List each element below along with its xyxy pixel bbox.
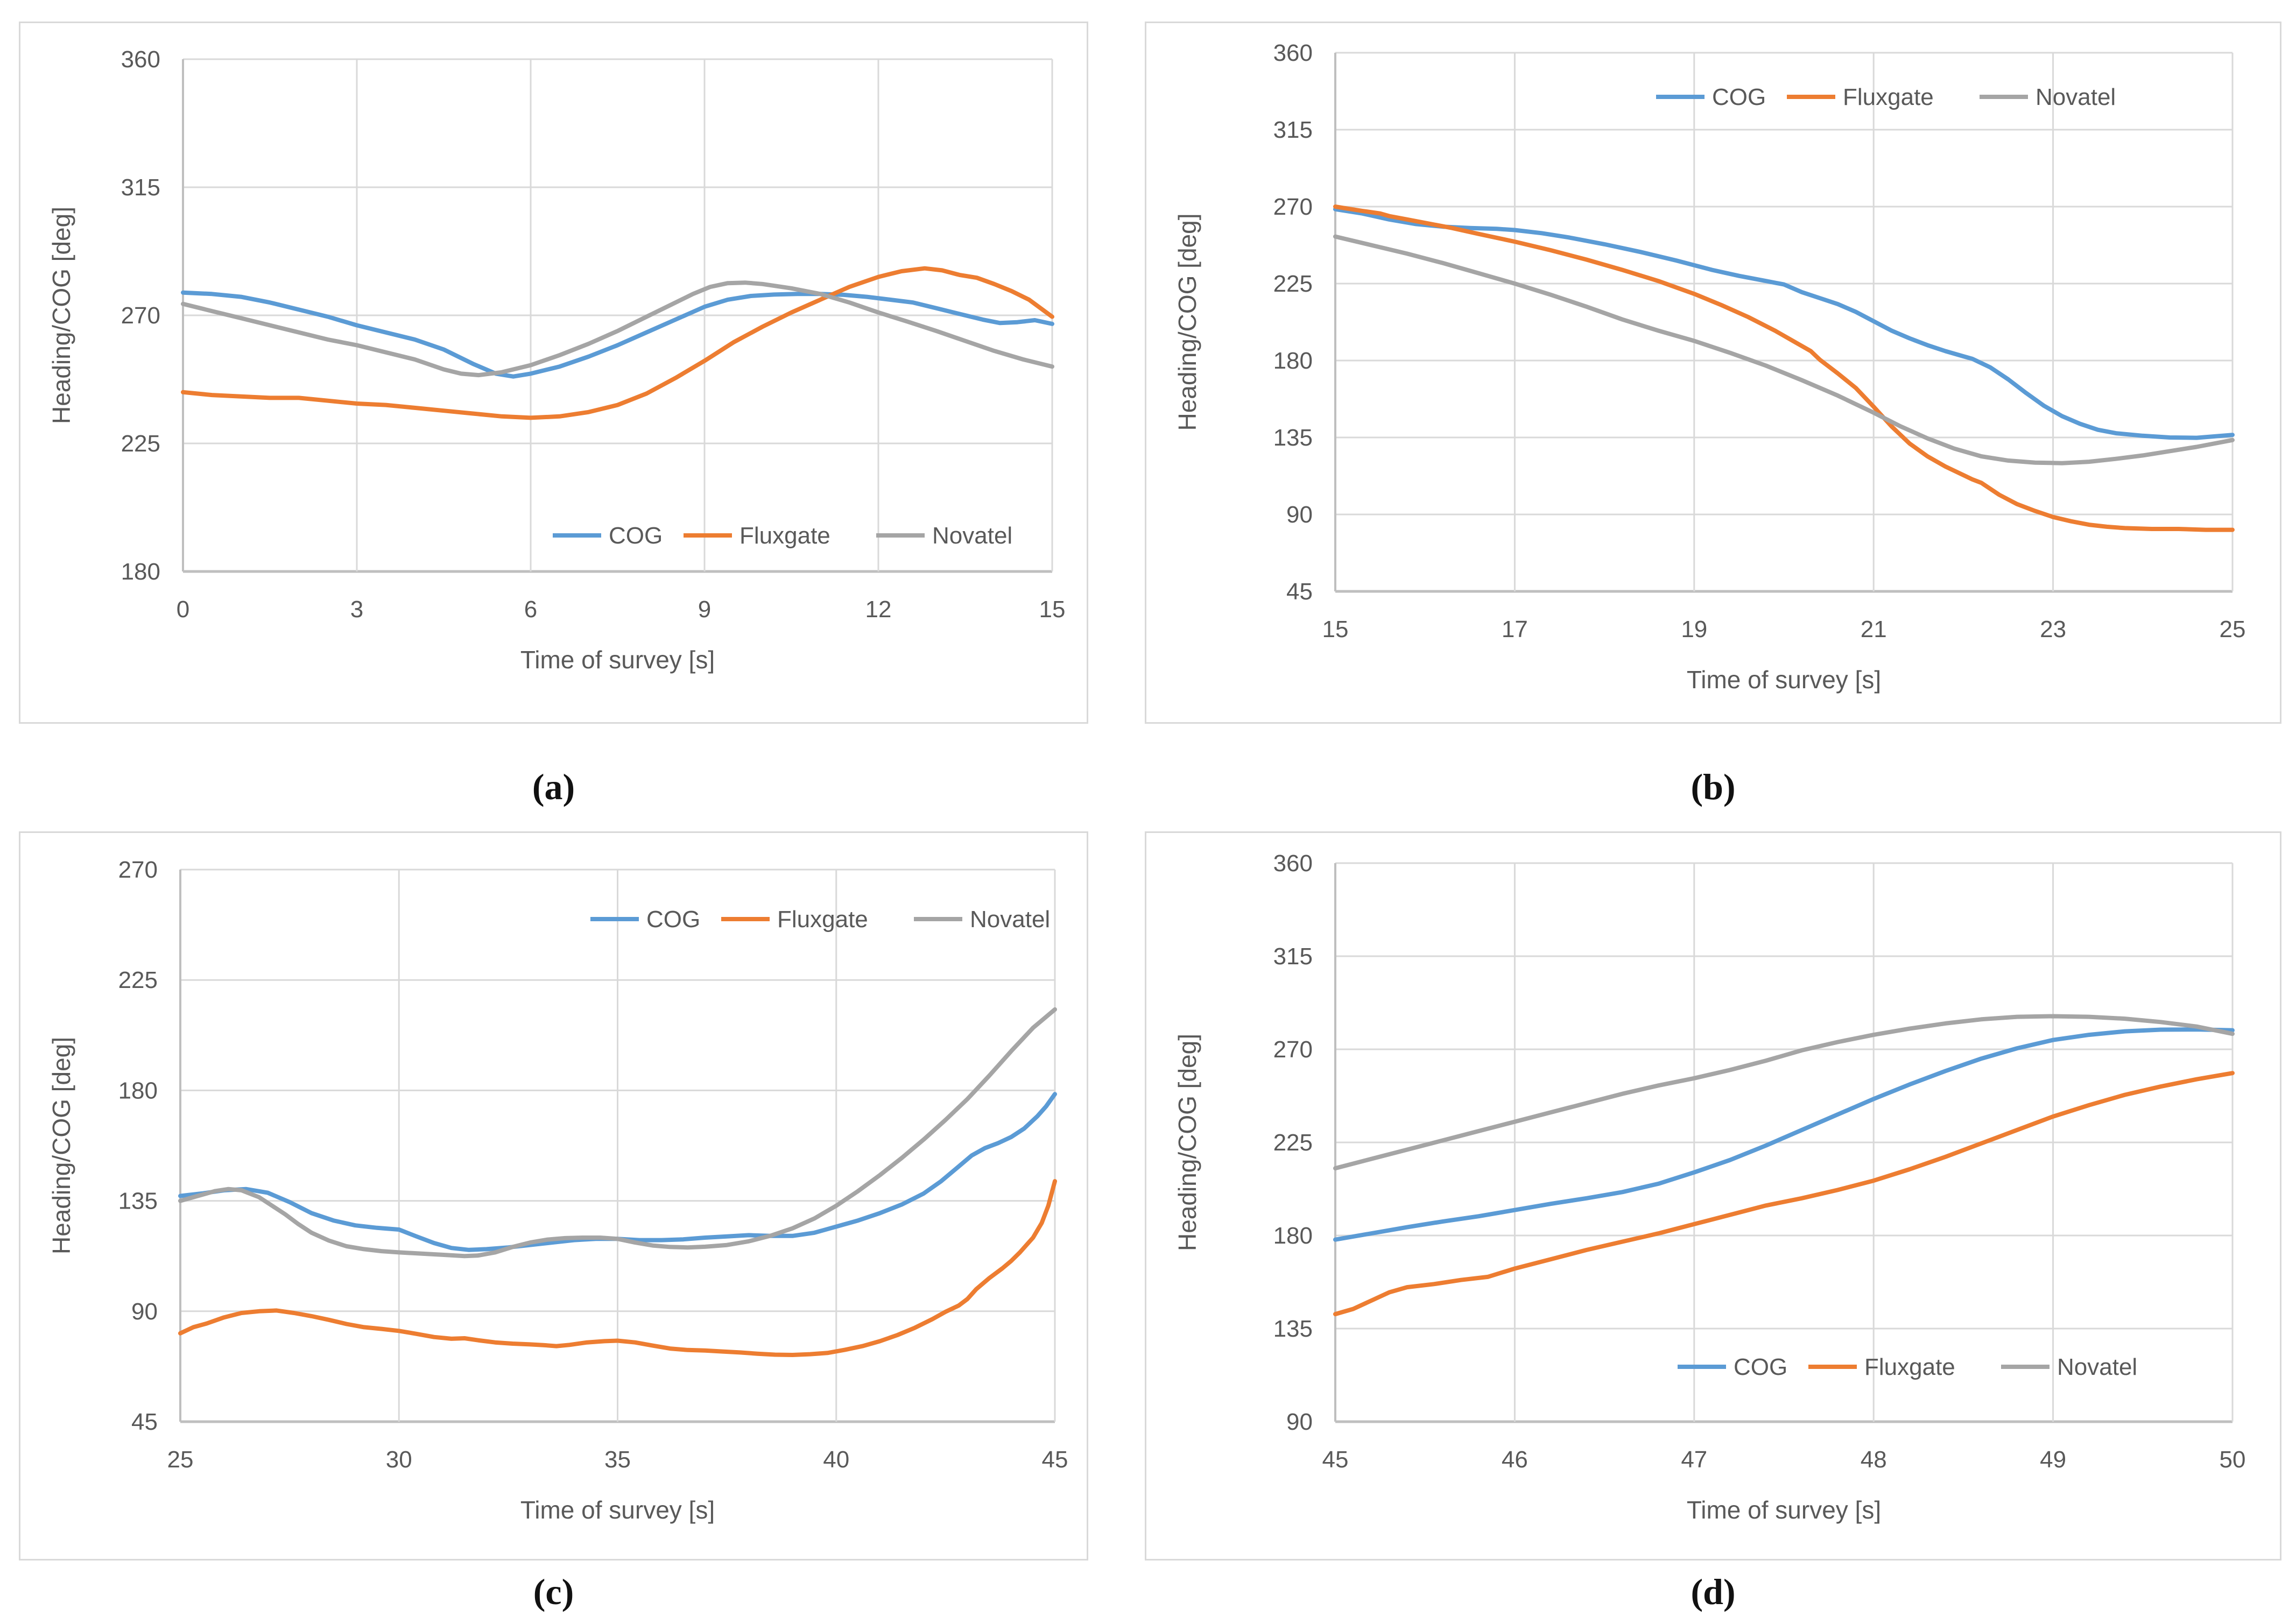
x-tick-label: 19 bbox=[1681, 616, 1707, 642]
x-tick-label: 0 bbox=[177, 596, 189, 623]
y-tick-label: 225 bbox=[1273, 271, 1313, 297]
x-tick-label: 6 bbox=[524, 596, 537, 623]
series-line-cog bbox=[1333, 207, 2235, 440]
legend-label-novatel: Novatel bbox=[932, 522, 1012, 549]
series-line-cog bbox=[178, 1092, 1057, 1252]
y-tick-label: 135 bbox=[118, 1188, 158, 1215]
y-tick-label: 360 bbox=[1273, 850, 1313, 877]
x-tick-label: 9 bbox=[698, 596, 711, 623]
y-tick-label: 315 bbox=[1273, 943, 1313, 970]
chart-panel-b: 45 90 135 180 225 270 315 360 15 17 19 21 23 25 COG Flu… bbox=[1145, 22, 2281, 724]
legend-label-novatel: Novatel bbox=[2057, 1354, 2137, 1380]
y-tick-label: 180 bbox=[1273, 348, 1313, 374]
caption-c: (c) bbox=[533, 1571, 574, 1612]
caption-a: (a) bbox=[532, 766, 575, 807]
caption-b: (b) bbox=[1691, 766, 1736, 807]
chart-a-svg: 180 225 270 315 360 0 3 6 9 12 15 COG Fluxgate Novate… bbox=[47, 46, 1066, 674]
x-tick-label: 25 bbox=[2220, 616, 2246, 642]
x-tick-label: 45 bbox=[1042, 1446, 1068, 1473]
y-tick-label: 180 bbox=[121, 559, 160, 585]
y-tick-label: 225 bbox=[121, 430, 160, 457]
y-tick-label: 270 bbox=[118, 857, 158, 883]
y-tick-label: 135 bbox=[1273, 425, 1313, 451]
series-line-fluxgate bbox=[181, 266, 1054, 420]
x-axis-title: Time of survey [s] bbox=[1687, 1496, 1881, 1524]
legend-label-fluxgate: Fluxgate bbox=[777, 906, 868, 933]
x-tick-label: 48 bbox=[1861, 1446, 1887, 1473]
x-tick-label: 46 bbox=[1502, 1446, 1528, 1473]
y-tick-label: 270 bbox=[121, 302, 160, 329]
x-tick-label: 23 bbox=[2040, 616, 2066, 642]
x-tick-label: 40 bbox=[823, 1446, 849, 1473]
x-tick-label: 47 bbox=[1681, 1446, 1707, 1473]
series-line-fluxgate bbox=[1333, 204, 2235, 532]
y-tick-label: 270 bbox=[1273, 194, 1313, 220]
y-axis-title: Heading/COG [deg] bbox=[47, 207, 75, 424]
legend-label-fluxgate: Fluxgate bbox=[1864, 1354, 1955, 1380]
legend-label-cog: COG bbox=[609, 522, 663, 549]
x-tick-label: 21 bbox=[1861, 616, 1887, 642]
legend-label-cog: COG bbox=[1712, 84, 1766, 110]
y-tick-label: 90 bbox=[1286, 1409, 1313, 1435]
x-tick-label: 50 bbox=[2220, 1446, 2246, 1473]
y-tick-label: 90 bbox=[131, 1298, 158, 1325]
x-tick-label: 15 bbox=[1039, 596, 1066, 623]
chart-b-svg: 45 90 135 180 225 270 315 360 15 17 19 21 23 25 COG Flu… bbox=[1173, 40, 2246, 694]
x-tick-label: 3 bbox=[350, 596, 363, 623]
x-tick-label: 35 bbox=[604, 1446, 631, 1473]
y-tick-label: 180 bbox=[118, 1077, 158, 1104]
legend-label-novatel: Novatel bbox=[2036, 84, 2116, 110]
x-axis-title: Time of survey [s] bbox=[1687, 666, 1881, 694]
legend-label-novatel: Novatel bbox=[970, 906, 1050, 933]
x-tick-label: 49 bbox=[2040, 1446, 2066, 1473]
y-tick-label: 270 bbox=[1273, 1036, 1313, 1063]
series-line-fluxgate bbox=[178, 1179, 1057, 1357]
y-axis-title: Heading/COG [deg] bbox=[1173, 1034, 1201, 1251]
y-tick-label: 135 bbox=[1273, 1316, 1313, 1342]
chart-panel-a: 180 225 270 315 360 0 3 6 9 12 15 COG Fluxgate Novate… bbox=[19, 22, 1088, 724]
x-tick-label: 15 bbox=[1322, 616, 1349, 642]
legend-label-cog: COG bbox=[1734, 1354, 1787, 1380]
chart-d-svg: 90 135 180 225 270 315 360 45 46 47 48 49 50 COG Fluxg… bbox=[1173, 850, 2246, 1524]
x-tick-label: 45 bbox=[1322, 1446, 1349, 1473]
x-tick-label: 25 bbox=[167, 1446, 194, 1473]
y-tick-label: 45 bbox=[1286, 578, 1313, 605]
y-tick-label: 360 bbox=[1273, 40, 1313, 66]
x-tick-label: 17 bbox=[1502, 616, 1528, 642]
x-tick-label: 12 bbox=[865, 596, 892, 623]
y-tick-label: 315 bbox=[1273, 117, 1313, 143]
series-line-novatel bbox=[181, 280, 1054, 378]
y-tick-label: 315 bbox=[121, 174, 160, 201]
series-line-cog bbox=[1333, 1027, 2235, 1242]
legend-label-fluxgate: Fluxgate bbox=[739, 522, 830, 549]
y-axis-title: Heading/COG [deg] bbox=[1173, 213, 1201, 430]
y-tick-label: 45 bbox=[131, 1409, 158, 1435]
series-line-novatel bbox=[178, 1007, 1057, 1259]
series-line-fluxgate bbox=[1333, 1071, 2235, 1317]
x-tick-label: 30 bbox=[386, 1446, 412, 1473]
y-tick-label: 90 bbox=[1286, 502, 1313, 528]
y-axis-title: Heading/COG [deg] bbox=[47, 1037, 75, 1254]
legend-label-fluxgate: Fluxgate bbox=[1843, 84, 1934, 110]
y-tick-label: 180 bbox=[1273, 1223, 1313, 1249]
y-tick-label: 225 bbox=[118, 967, 158, 993]
x-axis-title: Time of survey [s] bbox=[520, 646, 715, 674]
y-tick-label: 225 bbox=[1273, 1129, 1313, 1156]
legend-label-cog: COG bbox=[646, 906, 700, 933]
series-line-novatel bbox=[1333, 234, 2235, 465]
chart-c-svg: 45 90 135 180 225 270 25 30 35 40 45 COG Fluxgate Nov… bbox=[47, 857, 1068, 1524]
series-line-novatel bbox=[1333, 1014, 2235, 1171]
caption-d: (d) bbox=[1691, 1571, 1736, 1612]
y-tick-label: 360 bbox=[121, 46, 160, 73]
chart-panel-d: 90 135 180 225 270 315 360 45 46 47 48 49 50 COG Fluxg… bbox=[1145, 831, 2281, 1561]
x-axis-title: Time of survey [s] bbox=[520, 1496, 715, 1524]
series-line-cog bbox=[181, 290, 1054, 379]
chart-panel-c: 45 90 135 180 225 270 25 30 35 40 45 COG Fluxgate Nov… bbox=[19, 831, 1088, 1561]
